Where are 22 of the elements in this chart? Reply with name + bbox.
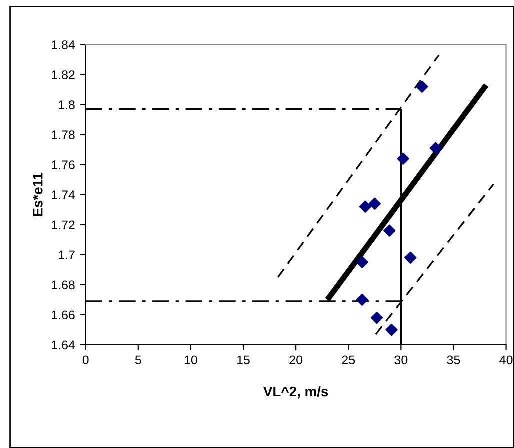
x-tick-label: 35 xyxy=(447,356,460,365)
x-tick-label: 15 xyxy=(238,356,250,365)
y-tick-label: 1.84 xyxy=(52,40,76,50)
y-tick-label: 1.66 xyxy=(52,310,75,320)
x-tick-label: 25 xyxy=(342,356,356,365)
y-tick-label: 1.68 xyxy=(52,280,75,290)
y-tick-label: 1.82 xyxy=(52,70,75,80)
y-tick-label: 1.64 xyxy=(52,340,76,350)
y-tick-label: 1.72 xyxy=(52,220,75,230)
y-tick-label: 1.78 xyxy=(52,130,75,140)
y-tick-label: 1.8 xyxy=(59,100,75,110)
x-tick-label: 5 xyxy=(135,356,142,365)
x-tick-label: 0 xyxy=(82,356,89,365)
x-tick-label: 30 xyxy=(394,356,408,365)
y-tick-label: 1.7 xyxy=(59,250,75,260)
x-tick-label: 40 xyxy=(500,356,513,365)
y-tick-label: 1.76 xyxy=(52,160,75,170)
y-axis-title: Es*e11 xyxy=(33,172,43,216)
x-tick-label: 10 xyxy=(184,356,198,365)
y-tick-label: 1.74 xyxy=(52,190,76,200)
x-tick-label: 20 xyxy=(290,356,303,365)
x-axis-title: VL^2, m/s xyxy=(264,386,328,399)
